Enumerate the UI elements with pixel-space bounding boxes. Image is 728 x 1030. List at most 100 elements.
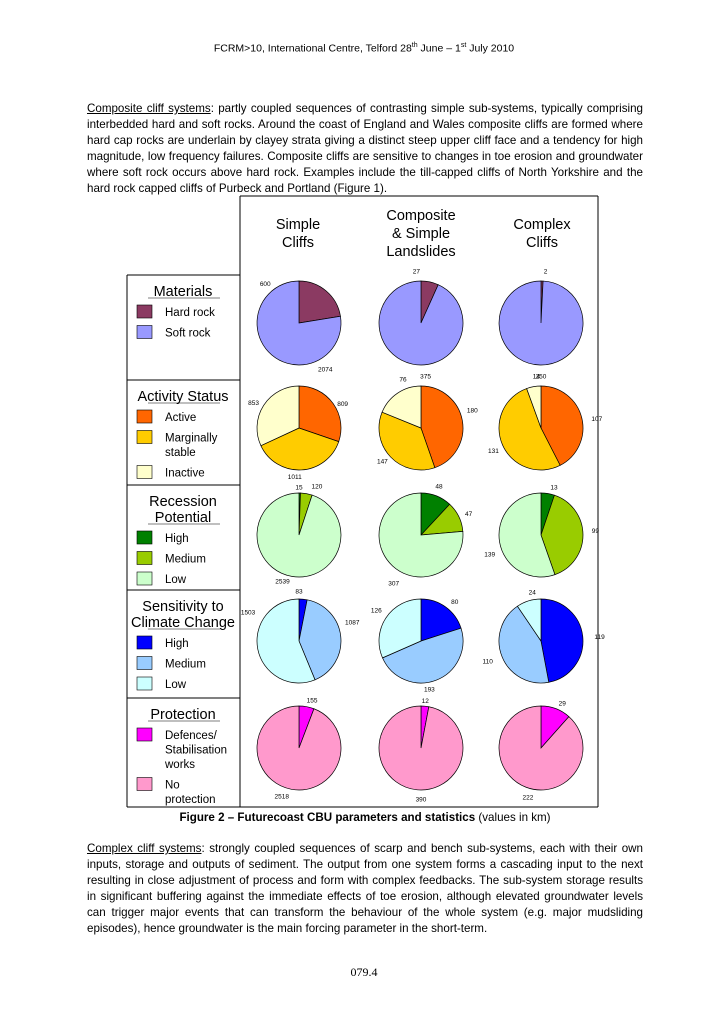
legend-label: Defences/	[165, 730, 218, 742]
pie-value-label: 853	[248, 400, 259, 407]
legend-swatch	[136, 409, 153, 424]
legend-swatch	[136, 571, 153, 586]
legend-title: Recession	[149, 494, 217, 510]
pie-value-label: 307	[388, 580, 399, 587]
legend-title: Activity Status	[137, 389, 228, 405]
paragraph-composite-cliffs: Composite cliff systems: partly coupled …	[87, 102, 643, 195]
pie-value-label: 2518	[275, 793, 290, 800]
column-header-line: Cliffs	[526, 235, 558, 251]
legend-label: Active	[165, 412, 196, 424]
pie-slice	[298, 385, 342, 443]
pie-value-label: 131	[488, 448, 499, 455]
pie-slice	[540, 494, 584, 576]
figure-caption: Figure 2 – Futurecoast CBU parameters an…	[179, 811, 551, 824]
pie-value-label: 120	[312, 484, 323, 491]
legend-swatch	[136, 551, 153, 565]
pie-slice	[256, 705, 342, 791]
pie-value-label: 110	[483, 658, 494, 665]
legend-swatch	[136, 304, 153, 319]
column-header-line: Composite	[386, 208, 455, 224]
pie-slice	[378, 280, 464, 366]
legend-label: High	[165, 533, 189, 545]
pie-slice	[540, 598, 584, 683]
pie-value-label: 147	[377, 458, 388, 465]
legend-swatch	[136, 325, 153, 339]
pie-value-label: 2	[544, 269, 548, 276]
pie-value-label: 14	[533, 374, 541, 381]
legend-label: Soft rock	[165, 328, 211, 340]
pie-slice	[260, 427, 340, 471]
legend-swatch	[136, 635, 153, 650]
legend-swatch	[136, 530, 153, 545]
legend-swatch	[136, 727, 153, 742]
legend-label: No	[165, 780, 180, 792]
pie-slice	[298, 599, 342, 681]
legend-title: Sensitivity to	[142, 599, 223, 615]
pie-value-label: 12	[422, 698, 430, 705]
pie-value-label: 15	[295, 485, 303, 492]
pie-value-label: 193	[424, 687, 435, 694]
pie-slice	[381, 385, 422, 429]
pie-value-label: 83	[295, 589, 303, 596]
pie-slice	[256, 280, 342, 366]
pie-slice	[256, 385, 300, 447]
pie-slice	[256, 598, 316, 684]
pie-value-label: 1087	[345, 620, 360, 627]
legend-label: stable	[165, 447, 196, 459]
pie-slice	[382, 627, 464, 684]
legend-label: Marginally	[165, 433, 218, 445]
pie-slice	[256, 492, 342, 578]
paragraph-complex-cliffs: Complex cliff systems: strongly coupled …	[87, 842, 643, 935]
legend-swatch	[136, 676, 153, 691]
column-header-line: Complex	[513, 217, 571, 233]
column-header-line: Landslides	[386, 244, 455, 260]
pie-value-label: 1011	[288, 474, 302, 481]
pie-slice	[540, 385, 584, 466]
pie-slice	[498, 705, 584, 791]
legend-label: Medium	[165, 554, 206, 566]
pie-slice	[378, 492, 464, 578]
pie-slice	[516, 598, 542, 643]
pie-value-label: 126	[371, 608, 382, 615]
pie-value-label: 180	[467, 407, 478, 414]
legend-label: Medium	[165, 659, 206, 671]
pie-value-label: 222	[523, 795, 534, 802]
pie-value-label: 250	[536, 374, 547, 381]
legend-title: Materials	[154, 284, 213, 300]
pie-value-label: 76	[399, 377, 407, 384]
pie-value-label: 29	[559, 700, 567, 707]
legend-swatch	[136, 465, 153, 479]
pie-slice	[378, 598, 422, 659]
legend-swatch	[136, 656, 153, 670]
pie-slice	[420, 385, 464, 469]
pie-value-label: 119	[594, 634, 605, 641]
legend-title: Climate Change	[131, 615, 235, 631]
running-header: FCRM>10, International Centre, Telford 2…	[213, 42, 515, 55]
pie-slice	[498, 605, 550, 684]
page-number: 079.4	[350, 965, 378, 979]
legend-title: Protection	[150, 707, 215, 723]
pie-value-label: 48	[435, 484, 443, 491]
pie-slice	[498, 388, 561, 471]
legend-swatch	[136, 430, 153, 444]
pie-value-label: 390	[416, 796, 427, 803]
legend-label: works	[164, 759, 195, 771]
pie-value-label: 99	[592, 528, 600, 535]
pie-slice	[498, 280, 584, 366]
pie-slice	[526, 385, 542, 429]
legend-title: Potential	[155, 510, 211, 526]
pie-value-label: 600	[260, 281, 271, 288]
pie-slice	[498, 492, 556, 578]
pie-value-label: 2539	[275, 578, 290, 585]
pie-value-label: 809	[337, 401, 348, 408]
pie-slice	[378, 411, 436, 471]
term-complex-cliff-systems: Complex cliff systems	[87, 842, 202, 855]
pie-value-label: 155	[307, 697, 318, 704]
legend-swatch	[136, 777, 153, 791]
legend-label: protection	[165, 794, 216, 806]
legend-label: Inactive	[165, 468, 205, 480]
pie-value-label: 139	[484, 552, 495, 559]
pie-value-label: 1503	[241, 610, 256, 617]
pie-value-label: 107	[591, 416, 602, 423]
